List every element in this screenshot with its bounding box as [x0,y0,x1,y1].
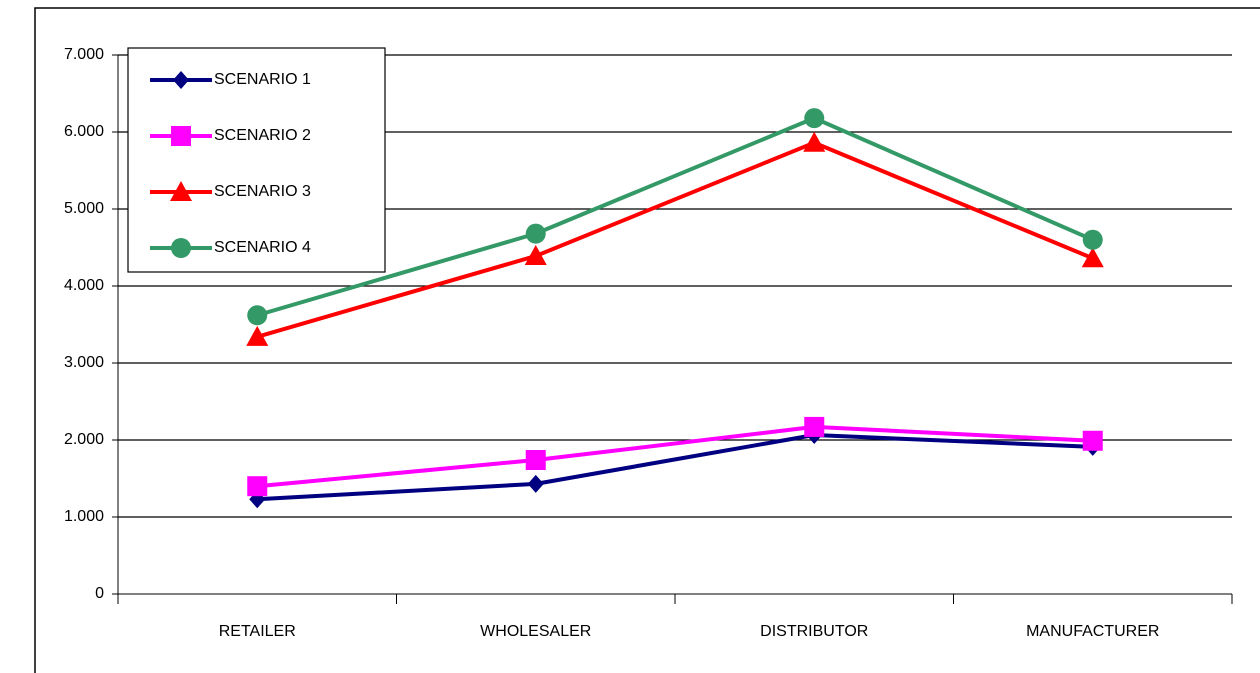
legend-box [127,47,386,273]
marker [1081,247,1104,268]
legend-label: SCENARIO 2 [214,127,311,144]
y-tick-label: 1.000 [64,508,104,525]
series [247,416,1103,497]
y-tick-label: 6.000 [64,123,104,140]
marker [525,450,546,471]
x-tick-label: DISTRIBUTOR [760,623,868,640]
marker [171,126,191,146]
marker [247,305,268,326]
legend: SCENARIO 1 SCENARIO 2 SCENARIO 3 SCENARIO 4 [127,47,386,273]
marker [524,244,547,265]
y-tick-label: 3.000 [64,354,104,371]
marker [247,476,268,497]
x-tick-label: WHOLESALER [480,623,591,640]
x-tick-label: RETAILER [219,623,296,640]
x-tick-label: MANUFACTURER [1026,623,1159,640]
marker [803,131,826,152]
legend-label: SCENARIO 4 [214,239,311,256]
series [246,131,1104,346]
y-tick-label: 5.000 [64,200,104,217]
series-line [256,116,1094,318]
series [249,425,1101,509]
marker [525,223,546,244]
marker [170,181,192,201]
marker [527,474,544,493]
legend-label: SCENARIO 1 [214,71,311,88]
series-line [257,424,1093,489]
series-line [257,432,1093,502]
y-tick-label: 2.000 [64,431,104,448]
series [247,108,1103,326]
series-line [256,140,1094,339]
y-tick-label: 4.000 [64,277,104,294]
marker [1082,229,1103,250]
marker [804,108,825,129]
chart-frame [34,7,1260,673]
y-tick-label: 7.000 [64,46,104,63]
marker [171,238,191,258]
marker [804,416,825,437]
marker [246,325,269,346]
marker [173,71,189,89]
legend-label: SCENARIO 3 [214,183,311,200]
y-tick-label: 0 [95,585,104,602]
marker [1082,430,1103,451]
